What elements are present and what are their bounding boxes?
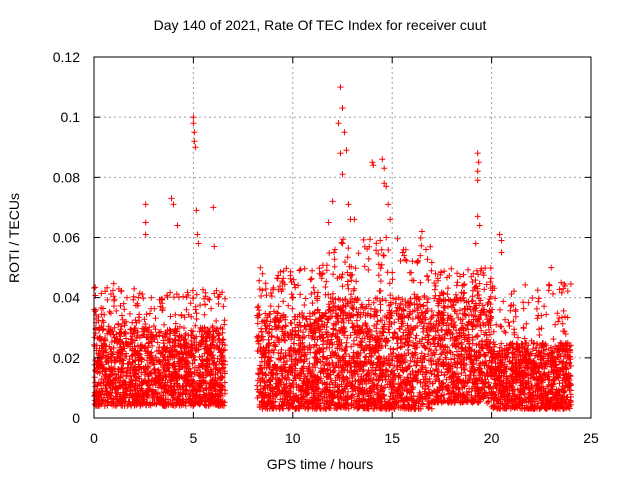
scatter-markers [91, 84, 574, 412]
y-tick-label: 0.12 [53, 49, 80, 65]
axis-ticks: 0 5 10 15 20 25 0 0.02 0.04 0.06 0.08 0.1 0.12 [53, 49, 599, 446]
data-points [91, 84, 574, 412]
chart-title: Day 140 of 2021, Rate Of TEC Index for r… [153, 17, 487, 33]
y-tick-label: 0.04 [53, 290, 80, 306]
y-tick-label: 0.06 [53, 230, 80, 246]
x-tick-label: 0 [90, 430, 98, 446]
x-tick-label: 20 [484, 430, 500, 446]
x-tick-label: 25 [583, 430, 599, 446]
x-tick-label: 15 [384, 430, 400, 446]
x-tick-label: 10 [285, 430, 301, 446]
y-tick-label: 0.02 [53, 350, 80, 366]
y-tick-label: 0 [72, 410, 80, 426]
x-tick-label: 5 [190, 430, 198, 446]
y-tick-label: 0.08 [53, 169, 80, 185]
x-axis-label: GPS time / hours [266, 456, 374, 472]
y-tick-label: 0.1 [61, 109, 81, 125]
